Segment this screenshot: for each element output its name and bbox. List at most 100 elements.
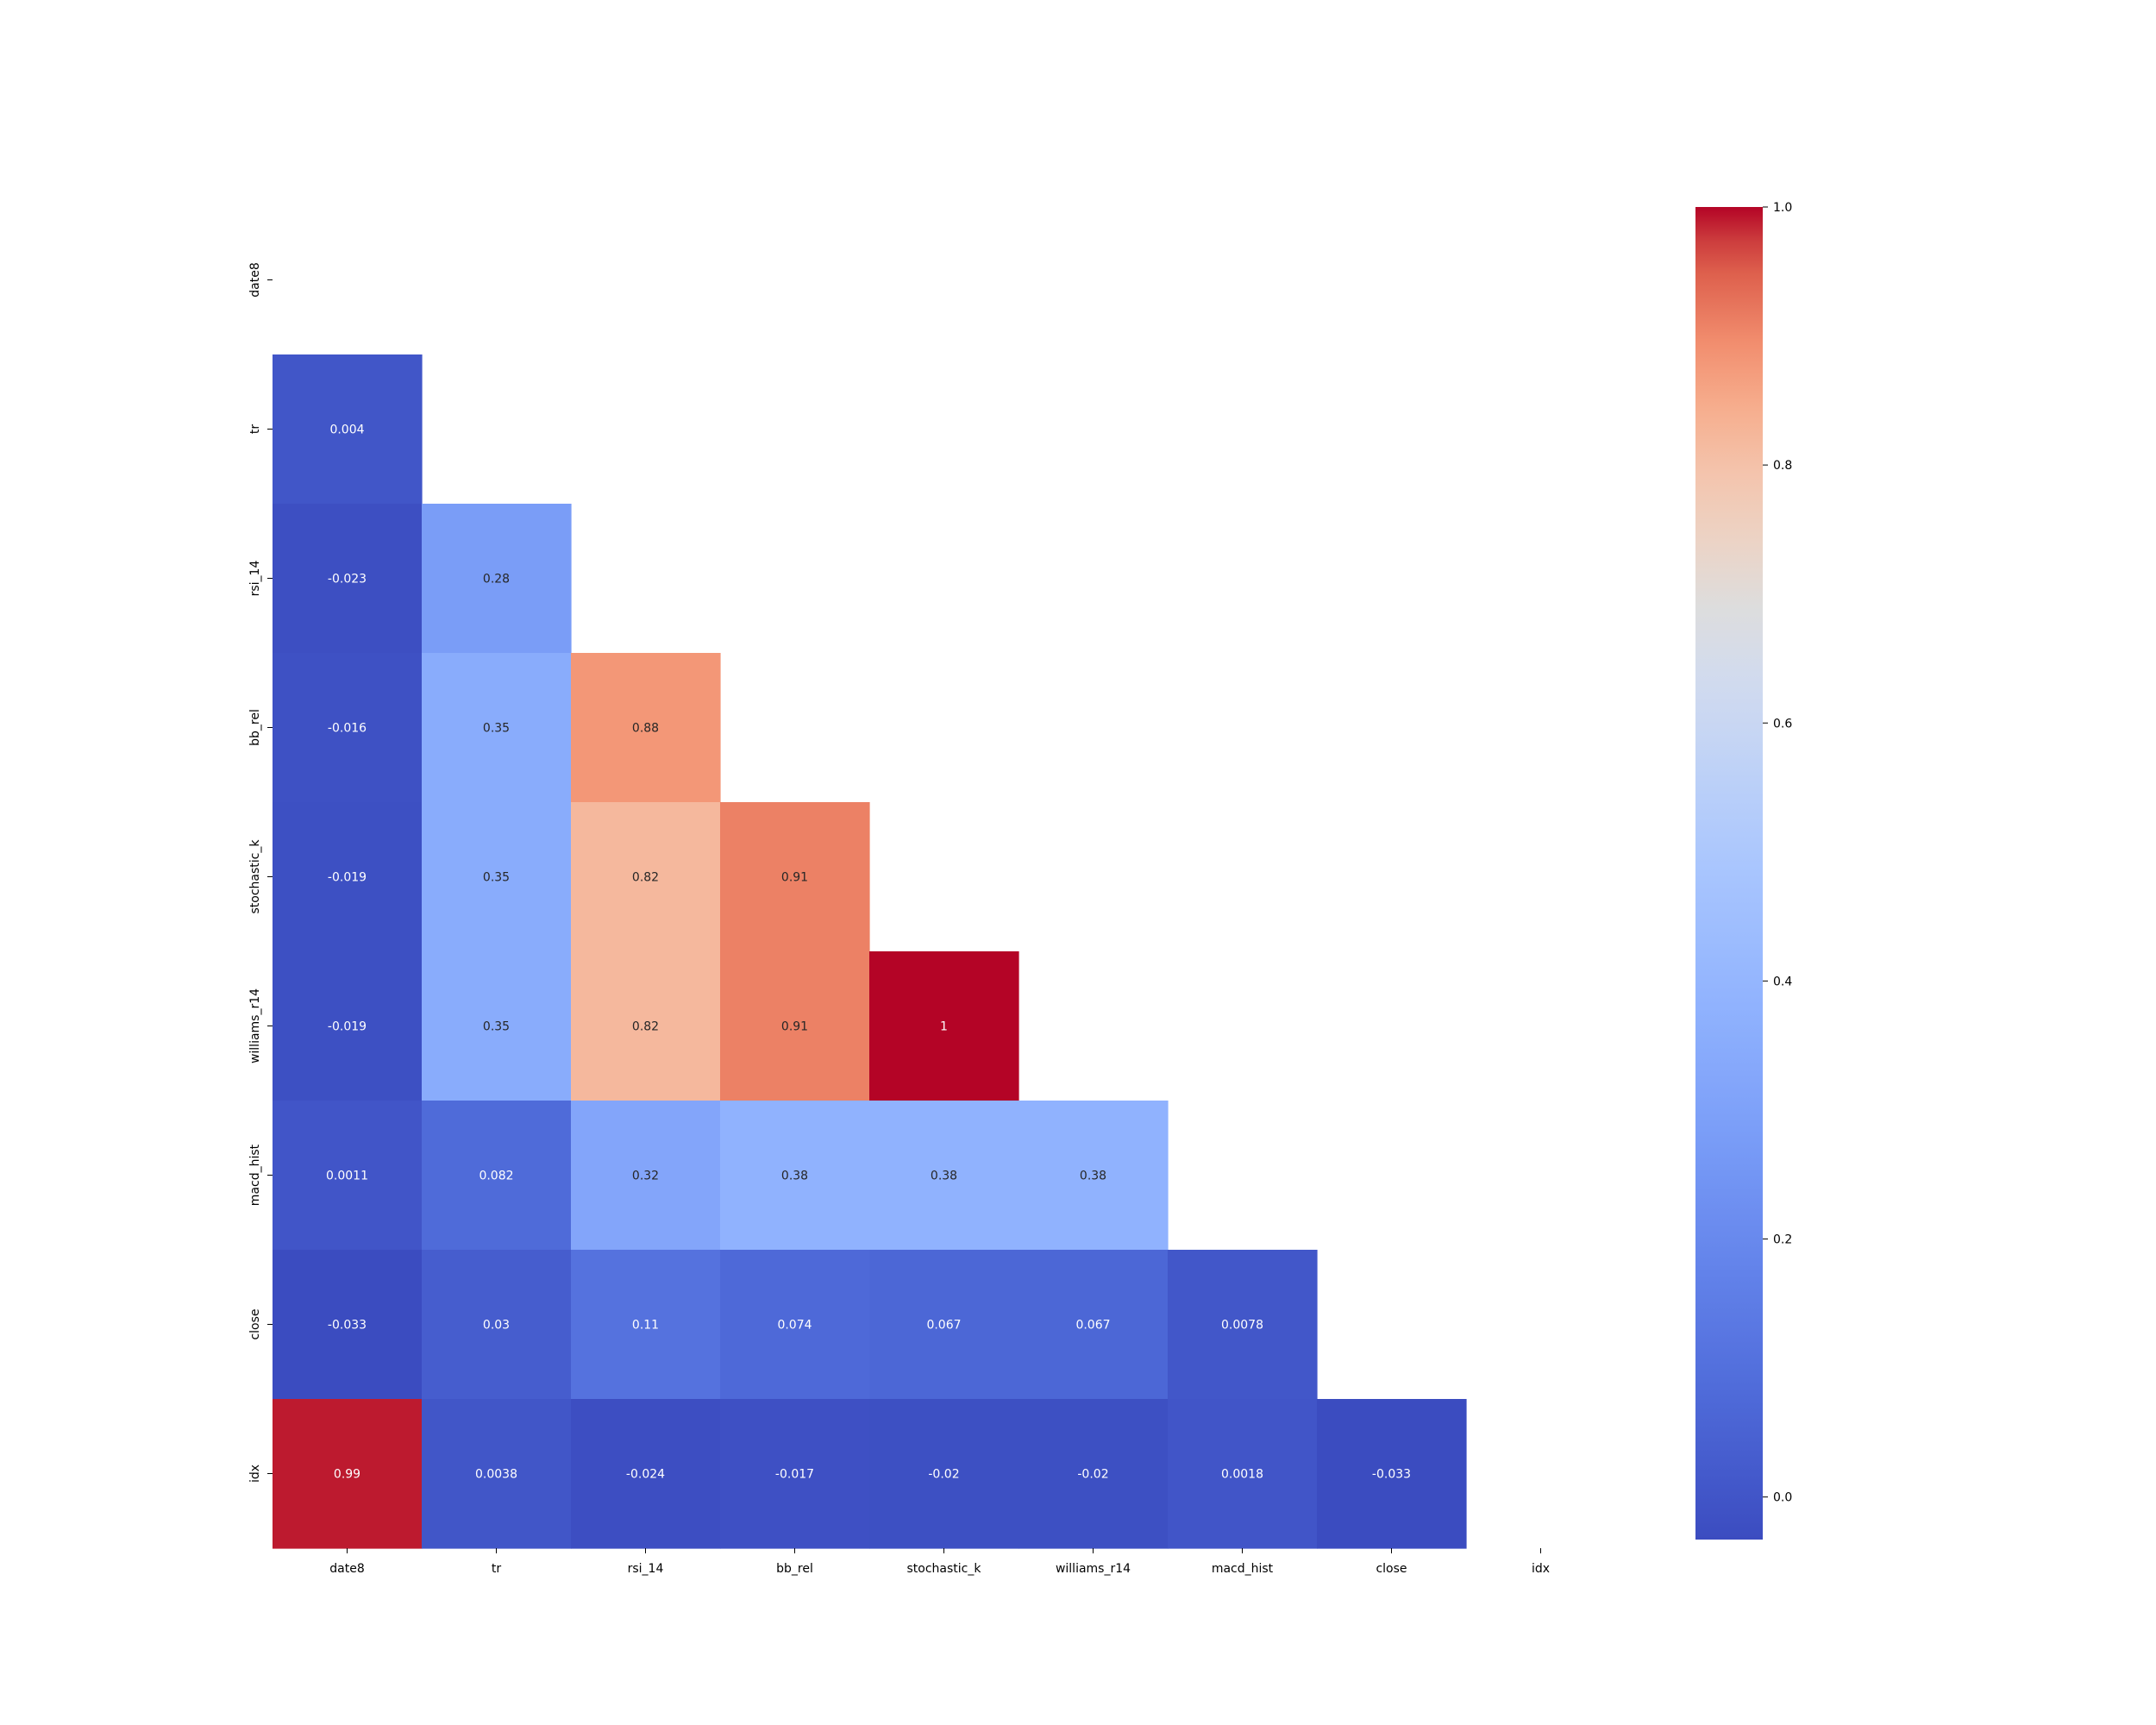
x-axis: date8 tr rsi_14 bb_rel stochastic_k williams_… (329, 1548, 1550, 1576)
x-tick-label: bb_rel (776, 1562, 813, 1576)
x-tick-label: stochastic_k (907, 1562, 982, 1576)
heatmap-cell (1317, 1399, 1467, 1549)
heatmap-cell-label: -0.024 (626, 1468, 665, 1482)
heatmap-cell (869, 951, 1019, 1101)
x-tick-label: idx (1532, 1562, 1550, 1576)
heatmap-cell-label: 0.28 (483, 573, 510, 586)
heatmap-cell (422, 802, 572, 952)
y-tick-label: williams_r14 (248, 988, 262, 1063)
heatmap-cell (571, 951, 721, 1101)
colorbar: 0.0 0.2 0.4 0.6 0.8 1.0 (1695, 201, 1792, 1540)
heatmap-cell-label: 0.0011 (326, 1170, 368, 1183)
colorbar-ticks: 0.0 0.2 0.4 0.6 0.8 1.0 (1763, 201, 1792, 1505)
heatmap-cell-label: 0.38 (781, 1170, 808, 1183)
heatmap-cell (720, 802, 870, 952)
y-tick-label: rsi_14 (248, 561, 262, 597)
heatmap-cell-label: 0.004 (329, 423, 364, 437)
heatmap-cell (571, 1101, 721, 1251)
heatmap-cell-label: -0.017 (775, 1468, 814, 1482)
y-tick-label: idx (248, 1465, 262, 1483)
heatmap-cell (571, 1399, 721, 1549)
heatmap-cell (422, 1399, 572, 1549)
heatmap-cell-label: -0.033 (1372, 1468, 1411, 1482)
y-tick-label: close (248, 1308, 262, 1339)
heatmap-cell (273, 354, 423, 505)
heatmap-cell (422, 951, 572, 1101)
heatmap-cell-label: 0.03 (483, 1319, 510, 1333)
x-tick-label: rsi_14 (628, 1562, 664, 1576)
x-tick-label: macd_hist (1212, 1562, 1274, 1576)
heatmap-cell-label: 0.0018 (1221, 1468, 1263, 1482)
heatmap-cell-label: -0.033 (328, 1319, 367, 1333)
colorbar-tick-label: 0.0 (1773, 1491, 1792, 1505)
colorbar-tick-label: 0.8 (1773, 459, 1792, 473)
heatmap-cell-label: 0.91 (781, 871, 808, 885)
heatmap-cell (1018, 1399, 1169, 1549)
y-tick-label: date8 (248, 262, 262, 297)
x-tick-label: tr (492, 1562, 501, 1576)
y-tick-label: stochastic_k (248, 839, 262, 914)
heatmap-cell (1168, 1250, 1318, 1400)
heatmap-cell (720, 951, 870, 1101)
colorbar-tick-label: 0.6 (1773, 717, 1792, 731)
heatmap-cell (422, 504, 572, 654)
x-tick-label: date8 (329, 1562, 364, 1576)
heatmap-cell-label: 0.082 (479, 1170, 513, 1183)
heatmap-cell-label: 0.35 (483, 722, 510, 736)
heatmap-cell-label: 0.067 (926, 1319, 961, 1333)
heatmap-cell-label: 0.0038 (475, 1468, 517, 1482)
y-axis: date8 tr rsi_14 bb_rel stochastic_k williams_… (248, 262, 273, 1483)
heatmap-cell-label: 0.38 (931, 1170, 957, 1183)
heatmap-cell-label: 0.82 (632, 871, 659, 885)
heatmap-cell-label: -0.023 (328, 573, 367, 586)
heatmap-cell (571, 653, 721, 803)
heatmap-cell-label: -0.016 (328, 722, 367, 736)
heatmap-cell-label: 0.99 (334, 1468, 360, 1482)
heatmap-cell (869, 1101, 1019, 1251)
heatmap-cell-label: -0.02 (1077, 1468, 1108, 1482)
heatmap-cell-label: 0.067 (1075, 1319, 1110, 1333)
heatmap-cell (273, 802, 423, 952)
heatmap-cell-label: 0.82 (632, 1020, 659, 1034)
heatmap-cell (571, 1250, 721, 1400)
heatmap-cell-label: 0.35 (483, 871, 510, 885)
heatmap-cell (1168, 1399, 1318, 1549)
heatmap-cell (422, 653, 572, 803)
heatmap-cell (720, 1399, 870, 1549)
heatmap-cell (869, 1399, 1019, 1549)
heatmap-cell (273, 504, 423, 654)
heatmap-cell-label: 0.074 (777, 1319, 812, 1333)
heatmap-cell (422, 1101, 572, 1251)
heatmap-cell (422, 1250, 572, 1400)
heatmap-cell-label: 0.91 (781, 1020, 808, 1034)
heatmap-cell (273, 1101, 423, 1251)
heatmap-cell (273, 653, 423, 803)
colorbar-gradient (1695, 207, 1763, 1540)
heatmap-cell (273, 951, 423, 1101)
heatmap-cell-label: -0.019 (328, 1020, 367, 1034)
heatmap-cell (1018, 1101, 1169, 1251)
heatmap-cell (869, 1250, 1019, 1400)
heatmap-cell (273, 1399, 423, 1549)
colorbar-tick-label: 1.0 (1773, 201, 1792, 215)
heatmap-cell-label: 0.88 (632, 722, 659, 736)
colorbar-tick-label: 0.4 (1773, 975, 1792, 988)
heatmap-cell (1018, 1250, 1169, 1400)
heatmap-cell-labels: 0.004 -0.023 0.28 -0.016 0.35 0.88 -0.019 0.35 0… (326, 423, 1411, 1482)
heatmap-cell-label: 0.35 (483, 1020, 510, 1034)
heatmap-cell-label: 0.0078 (1221, 1319, 1263, 1333)
y-tick-label: tr (248, 424, 262, 434)
heatmap-cell-label: 0.32 (632, 1170, 659, 1183)
heatmap-cell-label: 1 (940, 1020, 948, 1034)
x-tick-label: close (1376, 1562, 1407, 1576)
heatmap-cells (273, 354, 1467, 1549)
heatmap-cell (720, 1250, 870, 1400)
heatmap-cell (571, 802, 721, 952)
heatmap-cell-label: 0.38 (1080, 1170, 1106, 1183)
colorbar-tick-label: 0.2 (1773, 1233, 1792, 1247)
y-tick-label: bb_rel (248, 709, 262, 746)
heatmap-cell (720, 1101, 870, 1251)
heatmap-cell-label: -0.02 (928, 1468, 959, 1482)
heatmap-cell-label: -0.019 (328, 871, 367, 885)
